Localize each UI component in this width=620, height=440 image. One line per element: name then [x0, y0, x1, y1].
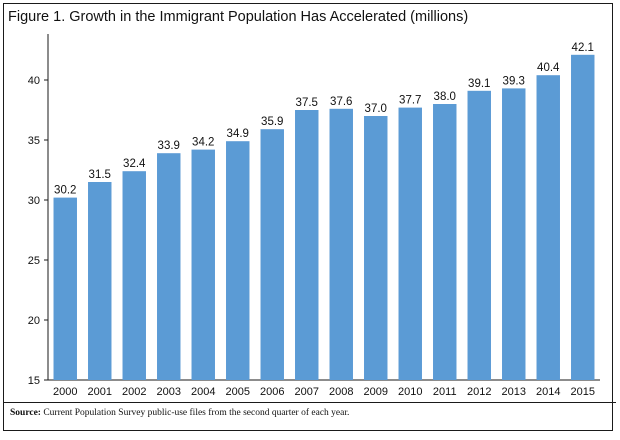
- bar-value-label: 35.9: [261, 116, 283, 128]
- y-tick-label: 40: [28, 75, 40, 87]
- x-tick-label: 2010: [398, 386, 422, 398]
- bar: [364, 116, 388, 380]
- x-tick-label: 2004: [191, 386, 215, 398]
- bar: [122, 171, 146, 380]
- bar-value-label: 34.9: [227, 128, 249, 140]
- bar: [329, 108, 353, 381]
- bar: [433, 104, 457, 380]
- bar-value-label: 37.0: [365, 103, 387, 115]
- bar-value-label: 30.2: [54, 185, 76, 197]
- bar: [502, 88, 526, 381]
- bar-value-label: 39.1: [468, 78, 490, 90]
- bar: [53, 197, 77, 380]
- source-divider: [4, 402, 616, 403]
- x-tick-label: 2012: [467, 386, 491, 398]
- bar-value-label: 37.7: [399, 95, 421, 107]
- source-text: Current Population Survey public-use fil…: [43, 408, 350, 418]
- bar-value-label: 37.5: [296, 97, 318, 109]
- bar-value-label: 39.3: [503, 75, 525, 87]
- bar-value-label: 33.9: [158, 140, 180, 152]
- bar: [571, 54, 595, 381]
- bar: [226, 141, 250, 380]
- y-tick-label: 25: [28, 255, 40, 267]
- x-tick-label: 2005: [226, 386, 250, 398]
- bar-value-label: 42.1: [572, 42, 594, 54]
- x-tick-label: 2006: [260, 386, 284, 398]
- y-tick-label: 35: [28, 135, 40, 147]
- chart-title: Figure 1. Growth in the Immigrant Popula…: [8, 9, 469, 25]
- bar-value-label: 34.2: [192, 137, 214, 149]
- x-tick-label: 2008: [329, 386, 353, 398]
- y-tick-label: 30: [28, 195, 40, 207]
- bar: [260, 129, 284, 380]
- bar-value-label: 38.0: [434, 91, 456, 103]
- bar: [191, 149, 215, 380]
- x-tick-label: 2000: [53, 386, 77, 398]
- x-tick-label: 2011: [433, 386, 457, 398]
- y-tick-label: 20: [28, 315, 40, 327]
- bar-value-label: 31.5: [89, 169, 111, 181]
- bar-value-label: 32.4: [123, 158, 146, 170]
- x-tick-label: 2015: [571, 386, 595, 398]
- bar-value-label: 40.4: [537, 62, 560, 74]
- x-tick-label: 2001: [88, 386, 112, 398]
- source-note: Source: Current Population Survey public…: [10, 408, 349, 418]
- bar-value-label: 37.6: [330, 96, 352, 108]
- x-tick-label: 2007: [295, 386, 319, 398]
- bar: [157, 153, 181, 380]
- bar: [295, 110, 319, 380]
- bar: [88, 182, 112, 380]
- bar: [536, 75, 560, 380]
- y-tick-label: 15: [28, 375, 40, 387]
- x-tick-label: 2003: [157, 386, 181, 398]
- x-tick-label: 2002: [122, 386, 146, 398]
- source-label: Source:: [10, 408, 41, 418]
- x-tick-label: 2013: [502, 386, 526, 398]
- x-tick-label: 2014: [536, 386, 560, 398]
- x-tick-label: 2009: [364, 386, 388, 398]
- bar: [467, 90, 491, 381]
- bar: [398, 107, 422, 380]
